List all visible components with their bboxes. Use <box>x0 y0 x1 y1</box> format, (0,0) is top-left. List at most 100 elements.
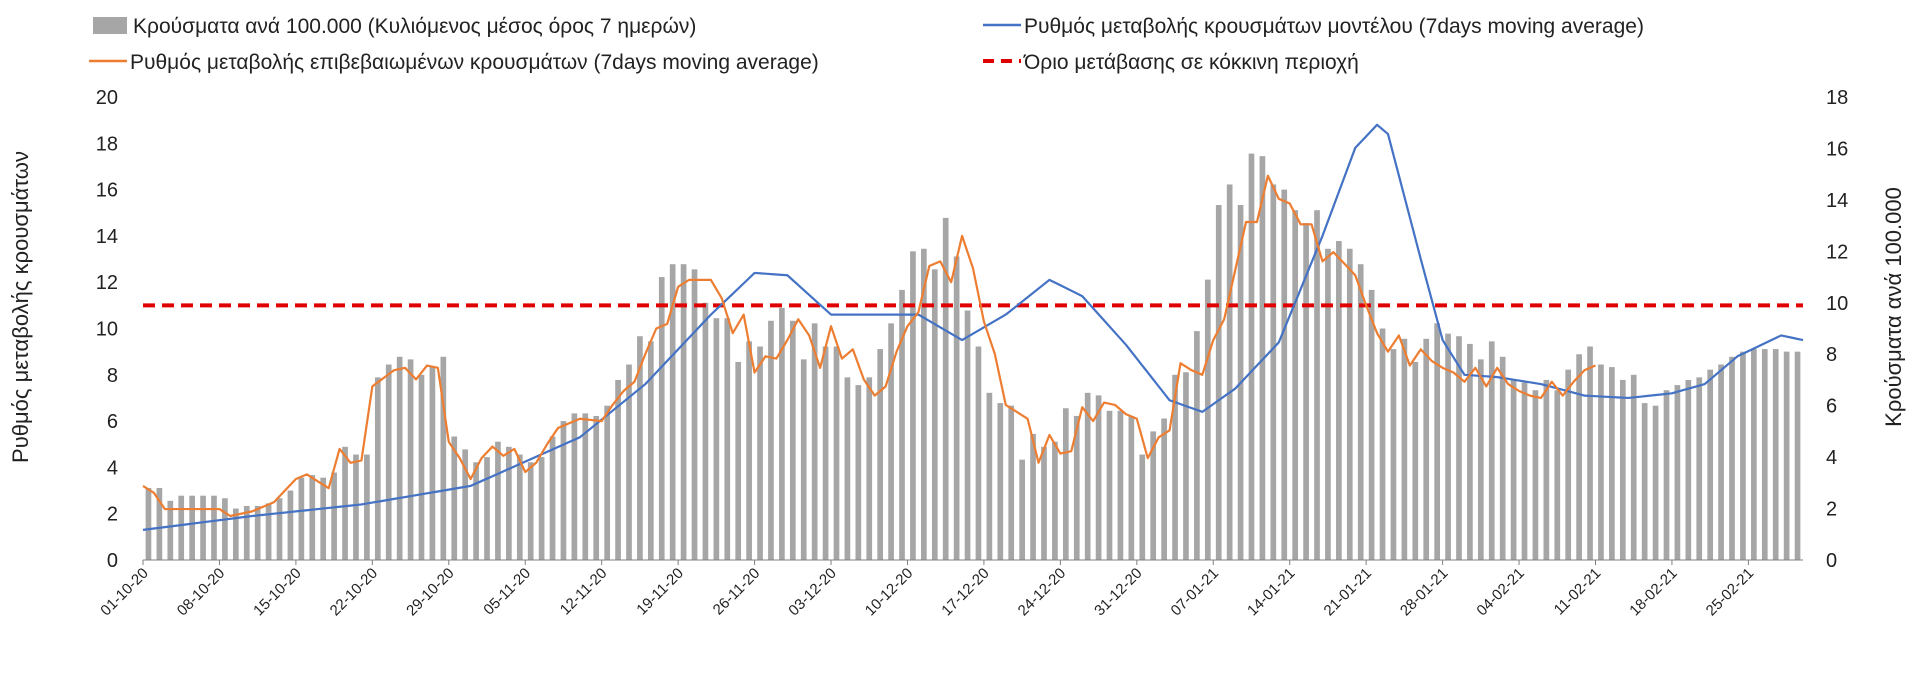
bar <box>396 356 403 560</box>
bar <box>1434 323 1440 560</box>
legend-label-confirmed: Ρυθμός μεταβολής επιβεβαιωμένων κρουσμάτ… <box>130 51 819 74</box>
bar <box>516 454 523 560</box>
bar <box>1718 364 1724 560</box>
bar <box>1259 156 1266 560</box>
bar <box>1423 338 1430 560</box>
legend-label-model: Ρυθμός μεταβολής κρουσμάτων μοντέλου (7d… <box>1024 15 1644 38</box>
bar <box>1041 446 1047 560</box>
bar <box>1336 241 1342 561</box>
x-tick-label: 22-10-20 <box>327 565 381 619</box>
bar <box>833 346 840 560</box>
bar <box>560 421 567 560</box>
bar <box>200 495 206 560</box>
bar <box>713 318 720 560</box>
x-tick-label: 15-10-20 <box>250 565 304 619</box>
y-right-tick-label: 8 <box>1826 344 1837 366</box>
bar <box>1707 369 1714 560</box>
bar <box>1685 379 1692 560</box>
legend-item-threshold: Όριο μετάβασης σε κόκκινη περιοχή <box>983 51 1359 74</box>
y-left-tick-label: 6 <box>107 411 118 433</box>
bar <box>1456 336 1462 560</box>
bar <box>232 508 239 560</box>
bar <box>1510 379 1517 560</box>
bar <box>1073 415 1080 560</box>
bar <box>1314 210 1320 560</box>
x-tick-label: 19-11-20 <box>633 565 687 619</box>
bar <box>822 346 829 560</box>
y-left-tick-label: 8 <box>107 365 118 387</box>
bar <box>407 359 414 560</box>
bar <box>899 289 905 560</box>
bar <box>429 367 436 560</box>
bar <box>1609 367 1615 560</box>
bar <box>1030 433 1036 560</box>
bar <box>953 256 960 560</box>
y-right-tick-label: 4 <box>1826 447 1837 469</box>
bar <box>276 498 283 560</box>
y-right-tick-label: 2 <box>1826 499 1837 521</box>
bar <box>1630 374 1637 560</box>
bar <box>1161 418 1167 560</box>
bar <box>1194 331 1200 560</box>
bar <box>724 318 731 560</box>
bar <box>1095 395 1102 560</box>
bar <box>1117 410 1124 560</box>
bar <box>582 413 589 560</box>
bar <box>877 349 884 560</box>
bar <box>735 361 742 560</box>
bar <box>1543 379 1550 560</box>
legend: Κρούσματα ανά 100.000 (Κυλιόμενος μέσος … <box>89 15 1644 74</box>
y-left-tick-label: 0 <box>107 550 118 572</box>
bar <box>1292 210 1299 560</box>
bar <box>1565 369 1572 560</box>
bar <box>1390 349 1397 560</box>
bar <box>604 405 610 560</box>
bar <box>418 374 425 560</box>
bar <box>1368 289 1375 560</box>
legend-item-bars: Κρούσματα ανά 100.000 (Κυλιόμενος μέσος … <box>93 15 696 38</box>
x-tick-label: 01-10-20 <box>97 565 151 619</box>
y-left-tick-label: 16 <box>96 180 118 202</box>
x-tick-label: 08-10-20 <box>174 565 228 619</box>
bar <box>1106 410 1113 560</box>
x-tick-label: 25-02-21 <box>1703 565 1757 619</box>
bar <box>527 462 534 560</box>
legend-label-bars: Κρούσματα ανά 100.000 (Κυλιόμενος μέσος … <box>133 15 696 38</box>
bar <box>1084 392 1091 560</box>
x-tick-label: 14-01-21 <box>1244 565 1298 619</box>
bar <box>331 472 337 560</box>
bar <box>189 495 195 560</box>
x-tick-label: 10-12-20 <box>862 565 916 619</box>
y-right-tick-label: 12 <box>1826 241 1848 263</box>
y-left-tick-label: 10 <box>96 319 118 341</box>
bar <box>364 454 370 560</box>
bar <box>855 385 862 560</box>
x-tick-label: 26-11-20 <box>710 565 764 619</box>
bar <box>1128 415 1135 560</box>
y-axis-right-title: Κρούσματα ανά 100.000 <box>1881 187 1906 427</box>
bar <box>342 446 348 560</box>
bar <box>145 487 152 560</box>
bar <box>1783 351 1790 560</box>
legend-label-threshold: Όριο μετάβασης σε κόκκινη περιοχή <box>1023 51 1359 74</box>
bar <box>626 364 632 560</box>
x-tick-label: 05-11-20 <box>480 565 534 619</box>
bar <box>615 379 621 560</box>
legend-item-model: Ρυθμός μεταβολής κρουσμάτων μοντέλου (7d… <box>983 15 1644 38</box>
x-tick-label: 21-01-21 <box>1321 565 1375 619</box>
x-axis-ticks: 01-10-20 08-10-20 15-10-20 22-10-20 29-10-20… <box>97 560 1757 619</box>
bar <box>1325 248 1331 560</box>
y-left-tick-label: 20 <box>96 87 118 109</box>
bar <box>921 248 927 560</box>
bar <box>964 310 971 560</box>
bar <box>931 269 938 560</box>
bar <box>265 503 272 560</box>
bar <box>910 251 916 560</box>
bar <box>451 436 458 560</box>
bar <box>1576 354 1582 560</box>
x-tick-label: 18-02-21 <box>1626 565 1680 619</box>
bar <box>637 336 643 560</box>
bar <box>211 495 217 560</box>
bar <box>506 446 512 560</box>
